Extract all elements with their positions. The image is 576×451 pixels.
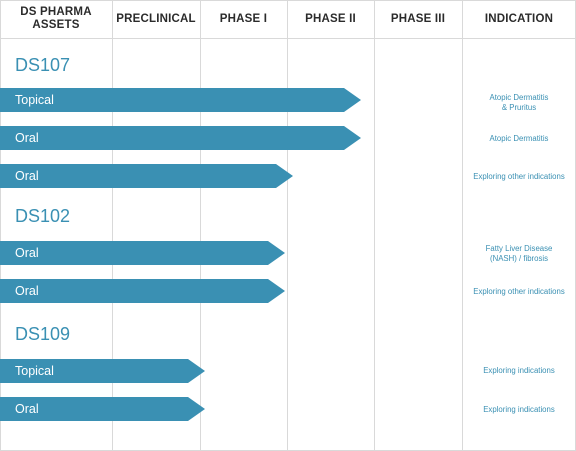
column-header-preclinical: PRECLINICAL bbox=[116, 12, 196, 25]
header-row bbox=[0, 0, 576, 39]
grid-line bbox=[112, 0, 113, 451]
pipeline-bar: Topical bbox=[0, 88, 361, 112]
grid-line bbox=[462, 0, 463, 451]
grid-line bbox=[287, 0, 288, 451]
grid-line bbox=[374, 0, 375, 451]
pipeline-bar: Topical bbox=[0, 359, 205, 383]
pipeline-bar: Oral bbox=[0, 241, 285, 265]
pipeline-bar: Oral bbox=[0, 164, 293, 188]
indication-label: Exploring indications bbox=[483, 366, 555, 375]
asset-title-ds107: DS107 bbox=[15, 55, 71, 75]
pipeline-bar: Oral bbox=[0, 126, 361, 150]
column-header-phase-2: PHASE II bbox=[305, 12, 356, 25]
indication-label: Fatty Liver Disease (NASH) / fibrosis bbox=[485, 244, 553, 263]
indication-label: Exploring other indications bbox=[473, 287, 565, 296]
column-header-phase-1: PHASE I bbox=[219, 12, 268, 25]
asset-title-ds109: DS109 bbox=[15, 324, 71, 344]
column-header-phase-3: PHASE III bbox=[390, 12, 446, 25]
pipeline-bar: Oral bbox=[0, 397, 205, 421]
indication-label: Exploring other indications bbox=[473, 172, 565, 181]
grid-line bbox=[200, 0, 201, 451]
asset-title-ds102: DS102 bbox=[15, 206, 71, 226]
indication-label: Atopic Dermatitis & Pruritus bbox=[489, 93, 549, 112]
pipeline-bar: Oral bbox=[0, 279, 285, 303]
indication-label: Exploring indications bbox=[483, 405, 555, 414]
column-header-indication: INDICATION bbox=[484, 12, 554, 25]
column-header-assets: DS PHARMA ASSETS bbox=[20, 6, 92, 31]
indication-label: Atopic Dermatitis bbox=[489, 134, 549, 143]
